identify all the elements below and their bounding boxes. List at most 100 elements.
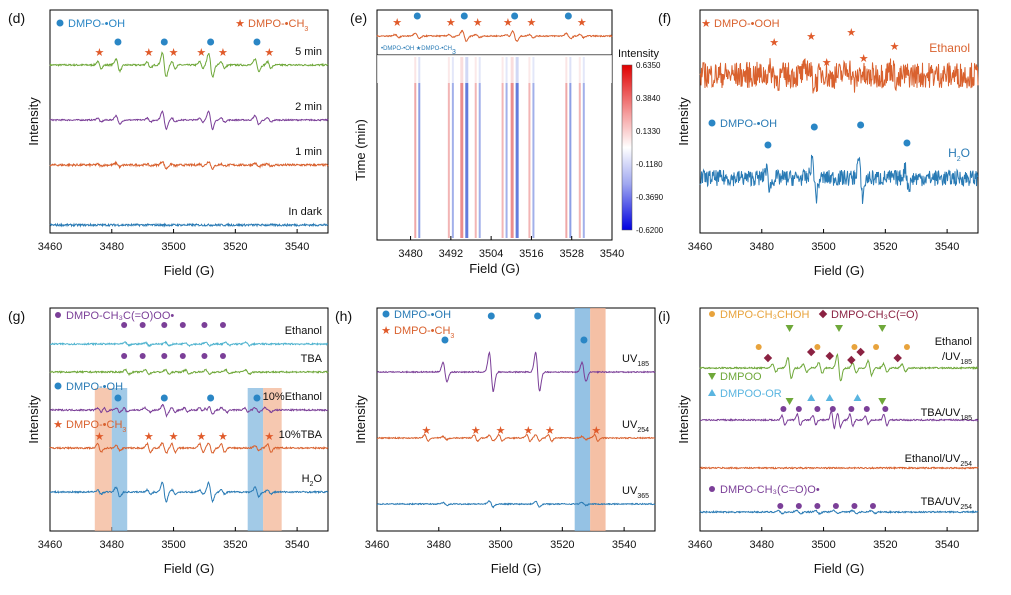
triangle-up-marker xyxy=(807,394,816,401)
purple-dot-marker xyxy=(829,406,836,412)
purple-dot-marker xyxy=(832,503,839,509)
heatmap-band-pos xyxy=(528,57,531,238)
ch3-marker: ★ xyxy=(523,425,533,437)
series-label: H2O xyxy=(302,473,323,488)
purple-dot-marker xyxy=(814,503,821,509)
legend-label: DMPO-•CH3 xyxy=(248,18,308,33)
colorbar-title: Intensity xyxy=(618,48,659,60)
x-tick-label-e: 3540 xyxy=(600,248,624,260)
series-label: 10%TBA xyxy=(279,429,323,441)
purple-dot-marker xyxy=(219,353,226,359)
ch3-marker: ★ xyxy=(169,47,179,59)
x-tick-label-h: 3480 xyxy=(427,539,451,551)
highlight-band xyxy=(263,388,282,531)
series-line-H2O xyxy=(49,481,329,504)
x-tick-label-g: 3500 xyxy=(161,539,185,551)
legend-label: DMPO-•CH3 xyxy=(394,325,454,340)
oh-marker xyxy=(857,121,865,129)
ch3-marker: ★ xyxy=(526,17,536,29)
legend-label: DMPO-•OH xyxy=(66,381,123,393)
x-tick-label-e: 3492 xyxy=(439,248,463,260)
oh-marker xyxy=(160,394,168,402)
highlight-band xyxy=(574,308,591,531)
purple-dot-marker xyxy=(139,353,146,359)
diamond-marker xyxy=(825,351,834,361)
oh-marker xyxy=(253,38,261,46)
purple-dot-marker xyxy=(795,503,802,509)
x-tick-label-d: 3500 xyxy=(161,241,185,253)
series-line-5 min xyxy=(49,51,329,79)
ch3-marker: ★ xyxy=(471,425,481,437)
x-tick-label-h: 3520 xyxy=(550,539,574,551)
triangle-marker xyxy=(785,398,794,405)
panel-label-f: (f) xyxy=(658,10,671,26)
diamond-marker xyxy=(856,347,865,357)
oh-marker xyxy=(810,123,818,131)
legend-label: DMPO-•OH xyxy=(720,118,777,130)
purple-dot-marker xyxy=(882,406,889,412)
series-line-UV185 xyxy=(377,350,656,392)
purple-dot-marker xyxy=(121,322,128,328)
x-tick-label-h: 3500 xyxy=(488,539,512,551)
colorbar xyxy=(621,64,633,231)
heatmap-band-neg xyxy=(532,57,535,238)
y-axis-label-h: Intensity xyxy=(353,395,368,444)
ch3-marker: ★ xyxy=(392,17,402,29)
yellow-dot-marker xyxy=(873,344,880,350)
heatmap-band-pos xyxy=(578,57,581,238)
purple-dot-marker xyxy=(121,353,128,359)
purple-dot-marker xyxy=(219,322,226,328)
x-tick-label-i: 3500 xyxy=(811,539,835,551)
x-tick-label-f: 3540 xyxy=(935,241,959,253)
x-axis-label-h: Field (G) xyxy=(491,561,542,576)
ooh-marker: ★ xyxy=(846,27,856,39)
ooh-marker: ★ xyxy=(890,41,900,53)
ch3-marker: ★ xyxy=(169,431,179,443)
y-axis-label-f: Intensity xyxy=(676,97,691,146)
oh-marker xyxy=(564,12,572,20)
heatmap-band-pos xyxy=(474,57,477,238)
oh-marker xyxy=(441,336,449,344)
diamond-marker xyxy=(847,355,856,365)
x-tick-label-d: 3480 xyxy=(100,241,124,253)
y-axis-label-g: Intensity xyxy=(26,395,41,444)
legend-marker: ★ xyxy=(701,18,711,30)
x-tick-label-e: 3516 xyxy=(519,248,543,260)
x-tick-label-e: 3480 xyxy=(398,248,422,260)
yellow-dot-marker xyxy=(814,344,821,350)
purple-dot-marker xyxy=(161,353,168,359)
oh-marker xyxy=(460,12,468,20)
colorbar-tick-label: -0.6200 xyxy=(636,226,664,235)
series-line-UV365 xyxy=(377,500,656,509)
series-label: Ethanol xyxy=(935,336,972,348)
oh-marker xyxy=(487,312,495,320)
purple-dot-marker xyxy=(851,503,858,509)
heatmap-band-pos xyxy=(510,57,514,238)
legend-marker: ★ xyxy=(53,419,63,431)
ooh-marker: ★ xyxy=(769,37,779,49)
legend-label: DMPO-CH₃CHOH xyxy=(720,309,809,321)
purple-dot-marker xyxy=(161,322,168,328)
oh-marker xyxy=(207,394,215,402)
x-tick-label-i: 3540 xyxy=(935,539,959,551)
x-tick-label-h: 3460 xyxy=(365,539,389,551)
purple-dot-marker xyxy=(814,406,821,412)
ch3-marker: ★ xyxy=(218,431,228,443)
x-tick-label-d: 3460 xyxy=(38,241,62,253)
legend-marker xyxy=(54,382,62,390)
panel-label-e: (e) xyxy=(350,10,367,26)
series-line-10%TBA xyxy=(49,441,329,455)
ch3-marker: ★ xyxy=(577,17,587,29)
oh-marker xyxy=(207,38,215,46)
legend-label: DMPOO-OR xyxy=(720,388,782,400)
purple-dot-marker xyxy=(179,322,186,328)
ch3-marker: ★ xyxy=(196,431,206,443)
triangle-marker xyxy=(835,325,843,332)
purple-dot-marker xyxy=(863,406,870,412)
oh-marker xyxy=(413,12,421,20)
panel-label-h: (h) xyxy=(335,308,352,324)
series-label: UV254 xyxy=(622,419,649,434)
colorbar-tick-label: 0.6350 xyxy=(636,61,661,70)
series-line-TBA/UV185 xyxy=(699,410,979,430)
heatmap-band-neg xyxy=(582,57,585,238)
